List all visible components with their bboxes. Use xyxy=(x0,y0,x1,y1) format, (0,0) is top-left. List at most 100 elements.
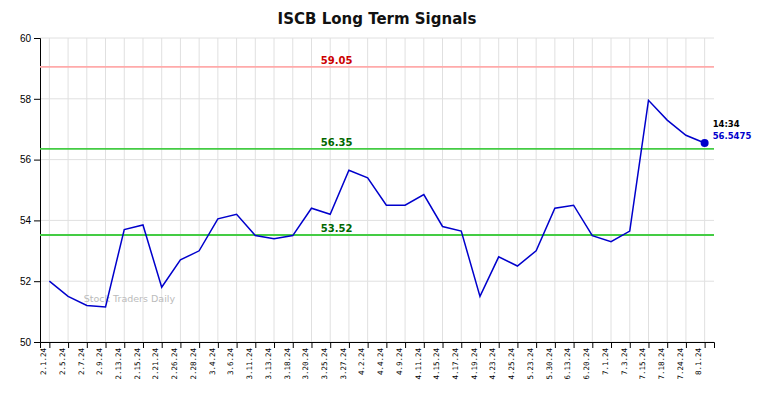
x-tick: 3.20.24 xyxy=(301,342,312,380)
x-tick-mark xyxy=(592,342,593,348)
x-tick-mark xyxy=(180,342,181,348)
x-tick: 4.23.24 xyxy=(488,342,499,380)
x-tick-label: 5.23.24 xyxy=(526,348,535,380)
x-tick-label: 7.24.24 xyxy=(676,348,685,380)
x-tick-label: 2.9.24 xyxy=(95,348,104,376)
x-axis: 2.1.242.5.242.7.242.9.242.13.242.15.242.… xyxy=(39,342,714,380)
x-tick-mark xyxy=(255,342,256,348)
x-tick: 3.6.24 xyxy=(226,342,237,375)
x-tick-mark xyxy=(424,342,425,348)
x-tick-mark xyxy=(555,342,556,348)
grid-line xyxy=(461,38,462,342)
grid-line xyxy=(704,38,705,342)
x-tick-mark xyxy=(499,342,500,348)
y-tick-mark xyxy=(34,160,40,161)
grid-line xyxy=(592,38,593,342)
x-tick: 3.4.24 xyxy=(208,342,219,375)
x-tick-label: 4.4.24 xyxy=(376,348,385,376)
y-tick-label: 54 xyxy=(20,215,32,226)
x-tick: 6.13.24 xyxy=(563,342,574,380)
x-tick-mark xyxy=(667,342,668,348)
line xyxy=(49,100,704,307)
x-tick-label: 3.27.24 xyxy=(339,348,348,380)
last-time: 14:34 xyxy=(713,119,740,129)
x-tick-label: 2.1.24 xyxy=(39,348,48,376)
y-tick-label: 50 xyxy=(20,337,32,348)
x-tick-label: 4.9.24 xyxy=(395,348,404,376)
x-tick: 2.5.24 xyxy=(58,342,69,375)
x-tick-mark xyxy=(480,342,481,348)
grid-line xyxy=(423,38,424,342)
x-tick-mark xyxy=(87,342,88,348)
grid-line xyxy=(517,38,518,342)
last-point xyxy=(701,139,709,147)
x-tick-mark xyxy=(143,342,144,348)
reference-line xyxy=(40,66,714,68)
grid-line xyxy=(330,38,331,342)
x-tick: 3.13.24 xyxy=(264,342,275,380)
y-tick: 58 xyxy=(20,94,40,105)
x-tick: 2.15.24 xyxy=(133,342,144,380)
grid-line xyxy=(629,38,630,342)
x-tick: 4.9.24 xyxy=(395,342,406,375)
grid-line xyxy=(311,38,312,342)
grid-line xyxy=(367,38,368,342)
x-tick: 4.17.24 xyxy=(451,342,462,380)
x-tick-label: 6.20.24 xyxy=(582,348,591,380)
x-tick-label: 3.18.24 xyxy=(283,348,292,380)
x-tick-label: 2.21.24 xyxy=(151,348,160,380)
grid-line xyxy=(40,38,714,39)
x-tick-label: 7.3.24 xyxy=(620,348,629,376)
x-tick: 7.15.24 xyxy=(638,342,649,380)
grid-line xyxy=(255,38,256,342)
grid-line xyxy=(667,38,668,342)
grid-line xyxy=(49,38,50,342)
title: ISCB Long Term Signals xyxy=(278,10,477,28)
x-tick: 4.11.24 xyxy=(414,342,425,380)
x-tick-label: 4.23.24 xyxy=(488,348,497,380)
grid-line xyxy=(442,38,443,342)
plot: 5052545658602.1.242.5.242.7.242.9.242.13… xyxy=(20,33,752,380)
x-tick: 4.25.24 xyxy=(507,342,518,380)
x-tick-label: 8.1.24 xyxy=(694,348,703,376)
x-tick: 3.11.24 xyxy=(245,342,256,380)
x-tick-mark xyxy=(648,342,649,348)
x-tick: 3.25.24 xyxy=(320,342,331,380)
x-tick-label: 2.7.24 xyxy=(77,348,86,376)
x-tick: 6.20.24 xyxy=(582,342,593,380)
grid-line xyxy=(40,220,714,221)
y-tick: 52 xyxy=(20,276,40,287)
x-tick-mark xyxy=(405,342,406,348)
x-tick-label: 4.11.24 xyxy=(414,348,423,380)
grid-line xyxy=(40,281,714,282)
y-tick-mark xyxy=(34,220,40,221)
y-tick-mark xyxy=(34,342,40,343)
x-tick-mark xyxy=(330,342,331,348)
grid-line xyxy=(40,159,714,160)
grid-line xyxy=(292,38,293,342)
x-tick-mark xyxy=(574,342,575,348)
x-tick: 7.24.24 xyxy=(676,342,687,380)
chart: 5052545658602.1.242.5.242.7.242.9.242.13… xyxy=(0,0,784,398)
x-tick-mark xyxy=(124,342,125,348)
last-price: 56.5475 xyxy=(713,131,752,141)
x-tick-mark xyxy=(443,342,444,348)
x-tick: 7.1.24 xyxy=(601,342,612,375)
x-tick-label: 4.17.24 xyxy=(451,348,460,380)
x-tick: 4.15.24 xyxy=(432,342,443,380)
grid-line xyxy=(217,38,218,342)
x-tick-mark xyxy=(686,342,687,348)
x-tick: 3.18.24 xyxy=(283,342,294,380)
x-tick-mark xyxy=(461,342,462,348)
x-tick-label: 6.13.24 xyxy=(563,348,572,380)
x-tick-mark xyxy=(311,342,312,348)
x-tick-mark xyxy=(349,342,350,348)
x-tick: 4.4.24 xyxy=(376,342,387,375)
y-tick-mark xyxy=(34,38,40,39)
marks xyxy=(40,67,714,307)
x-tick-mark xyxy=(536,342,537,348)
x-tick-label: 7.1.24 xyxy=(601,348,610,376)
grid-line xyxy=(236,38,237,342)
reference-line xyxy=(40,234,714,236)
x-tick: 4.2.24 xyxy=(357,342,368,375)
